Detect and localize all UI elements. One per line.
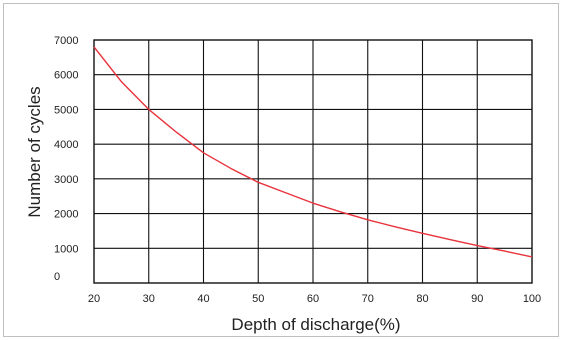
x-tick-label: 80 bbox=[416, 293, 428, 305]
y-tick-labels: 7000 6000 5000 4000 3000 2000 1000 0 bbox=[54, 35, 78, 283]
grid bbox=[93, 39, 533, 284]
y-tick-label: 4000 bbox=[54, 139, 78, 151]
x-tick-label: 90 bbox=[471, 293, 483, 305]
series-layer bbox=[93, 46, 533, 258]
x-tick-label: 20 bbox=[88, 293, 100, 305]
y-axis-label: Number of cycles bbox=[25, 86, 44, 217]
x-tick-label: 60 bbox=[307, 293, 319, 305]
y-tick-label: 7000 bbox=[54, 35, 78, 47]
x-tick-label: 30 bbox=[143, 293, 155, 305]
y-tick-label: 1000 bbox=[54, 243, 78, 255]
x-axis-label: Depth of discharge(%) bbox=[231, 315, 400, 334]
y-tick-label: 3000 bbox=[54, 174, 78, 186]
y-tick-label: 5000 bbox=[54, 104, 78, 116]
y-tick-label: 0 bbox=[54, 271, 60, 283]
series-line bbox=[93, 46, 533, 258]
y-tick-label: 6000 bbox=[54, 70, 78, 82]
x-tick-label: 40 bbox=[197, 293, 209, 305]
x-tick-label: 70 bbox=[362, 293, 374, 305]
chart-frame bbox=[3, 3, 559, 337]
x-tick-label: 100 bbox=[523, 293, 541, 305]
x-tick-labels: 20 30 40 50 60 70 80 90 100 bbox=[88, 293, 541, 305]
x-tick-label: 50 bbox=[252, 293, 264, 305]
y-tick-label: 2000 bbox=[54, 209, 78, 221]
